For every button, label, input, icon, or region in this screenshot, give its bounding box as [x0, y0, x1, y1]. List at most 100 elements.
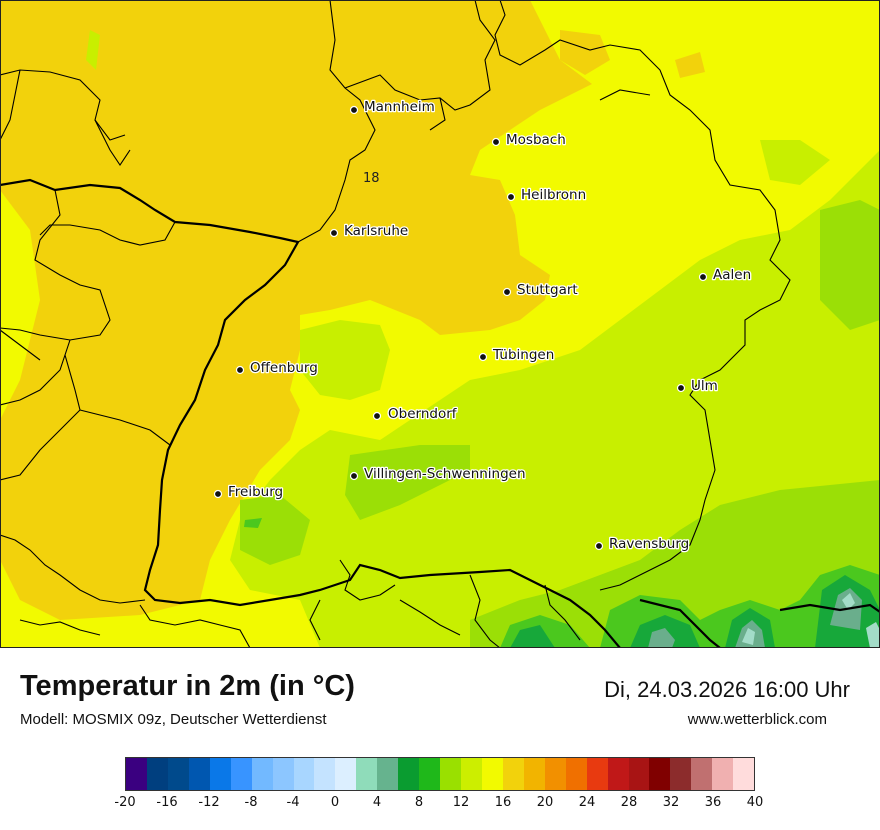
- field-green-east: [820, 200, 880, 330]
- city-dot: [698, 272, 708, 282]
- legend-tick-label: -20: [114, 795, 136, 810]
- field-green-south: [470, 480, 880, 648]
- field-warm-patch-ne2: [675, 52, 705, 78]
- legend-swatch: [126, 758, 147, 790]
- city-dot: [502, 287, 512, 297]
- city-mosbach[interactable]: Mosbach: [491, 131, 567, 149]
- legend-swatch: [419, 758, 441, 790]
- field-light-green-west: [86, 30, 100, 70]
- legend-tick-label: 8: [414, 795, 424, 810]
- footer: Temperatur in 2m (in °C) Modell: MOSMIX …: [0, 648, 880, 830]
- city-dot: [213, 489, 223, 499]
- field-green-blackforest: [240, 495, 310, 565]
- website-link[interactable]: www.wetterblick.com: [687, 711, 827, 728]
- legend-swatch: [670, 758, 692, 790]
- city-label: Offenburg: [250, 360, 318, 376]
- legend-tick-label: 40: [746, 795, 764, 810]
- city-label: Freiburg: [228, 484, 283, 500]
- city-karlsruhe[interactable]: Karlsruhe: [329, 222, 410, 240]
- field-teal-peak-3: [648, 628, 675, 648]
- legend-swatch: [565, 758, 587, 790]
- legend-tick-label: 20: [536, 795, 554, 810]
- temperature-map: 18 Mannheim Mosbach Heilbronn Karlsruhe …: [0, 0, 880, 648]
- field-light-green-alb: [300, 320, 390, 400]
- city-label: Oberndorf: [388, 406, 458, 422]
- city-label: Aalen: [713, 267, 751, 283]
- legend-swatch: [544, 758, 566, 790]
- forecast-datetime: Di, 24.03.2026 16:00 Uhr: [604, 677, 850, 702]
- legend-swatch: [146, 758, 168, 790]
- legend-tick-label: -4: [286, 795, 300, 810]
- legend-swatch: [314, 758, 336, 790]
- field-light-green-north: [760, 140, 830, 185]
- legend-tick-label: 32: [662, 795, 680, 810]
- legend-swatch: [209, 758, 231, 790]
- legend-swatch: [649, 758, 671, 790]
- legend-swatch: [272, 758, 294, 790]
- field-yellow-ne: [530, 0, 880, 160]
- field-green-baar: [345, 445, 470, 520]
- national-border-east: [779, 603, 880, 613]
- legend-swatch: [335, 758, 357, 790]
- city-ravensburg[interactable]: Ravensburg: [594, 535, 691, 553]
- city-tuebingen[interactable]: Tübingen: [478, 346, 556, 364]
- city-ulm[interactable]: Ulm: [676, 377, 719, 395]
- legend-swatch: [712, 758, 734, 790]
- state-borders: [0, 0, 791, 648]
- field-pale-teal-peak-1: [742, 628, 755, 645]
- city-offenburg[interactable]: Offenburg: [235, 359, 319, 377]
- city-dot: [349, 105, 359, 115]
- legend-swatch: [523, 758, 545, 790]
- field-pale-teal-peak-3: [866, 622, 880, 648]
- field-green-spot: [244, 518, 262, 528]
- city-label: Karlsruhe: [344, 223, 408, 239]
- city-aalen[interactable]: Aalen: [698, 266, 752, 284]
- legend-tick-label: 24: [578, 795, 596, 810]
- legend-tick-label: -8: [244, 795, 258, 810]
- legend-swatch: [230, 758, 252, 790]
- legend-swatch: [356, 758, 378, 790]
- city-label: Ravensburg: [609, 536, 689, 552]
- legend-swatch: [733, 758, 755, 790]
- city-oberndorf[interactable]: Oberndorf: [372, 405, 459, 423]
- field-yellow-west-edge: [0, 190, 40, 420]
- legend-swatch: [440, 758, 461, 790]
- city-mannheim[interactable]: Mannheim: [349, 98, 436, 116]
- legend-swatch: [461, 758, 482, 790]
- field-pale-teal-peak-2: [842, 593, 855, 610]
- legend-swatch: [251, 758, 273, 790]
- legend-tick-label: -12: [198, 795, 220, 810]
- city-freiburg[interactable]: Freiburg: [213, 483, 284, 501]
- city-heilbronn[interactable]: Heilbronn: [506, 186, 587, 204]
- legend-tick-label: 0: [330, 795, 340, 810]
- isoline-label: 18: [363, 171, 380, 186]
- legend-swatch: [607, 758, 629, 790]
- field-dark-green-alps-4: [510, 625, 555, 648]
- legend-swatch: [377, 758, 399, 790]
- legend-tick-label: 4: [372, 795, 382, 810]
- city-dot: [478, 352, 488, 362]
- legend-swatch: [293, 758, 315, 790]
- legend-swatch: [398, 758, 420, 790]
- city-dot: [349, 471, 359, 481]
- model-source: Modell: MOSMIX 09z, Deutscher Wetterdien…: [20, 711, 327, 728]
- legend-tick-label: -16: [156, 795, 178, 810]
- city-dot: [491, 137, 501, 147]
- legend-tick-label: 16: [494, 795, 512, 810]
- chart-title: Temperatur in 2m (in °C): [20, 670, 355, 702]
- city-dot: [676, 383, 686, 393]
- color-scale-ticks: -20 -16 -12 -8 -4 0 4 8 12 16 20 24 28 32 36 40: [114, 795, 763, 815]
- city-label: Ulm: [691, 378, 718, 394]
- legend-swatch: [586, 758, 608, 790]
- city-stuttgart[interactable]: Stuttgart: [502, 281, 579, 299]
- legend-swatch: [691, 758, 713, 790]
- city-villingen-schwenningen[interactable]: Villingen-Schwenningen: [349, 465, 527, 483]
- city-label: Villingen-Schwenningen: [364, 466, 526, 482]
- city-label: Mannheim: [364, 99, 435, 115]
- legend-swatch: [628, 758, 650, 790]
- city-dot: [235, 365, 245, 375]
- legend-swatch: [481, 758, 503, 790]
- color-scale-legend: [125, 757, 755, 791]
- city-label: Tübingen: [492, 347, 554, 363]
- city-dot: [329, 228, 339, 238]
